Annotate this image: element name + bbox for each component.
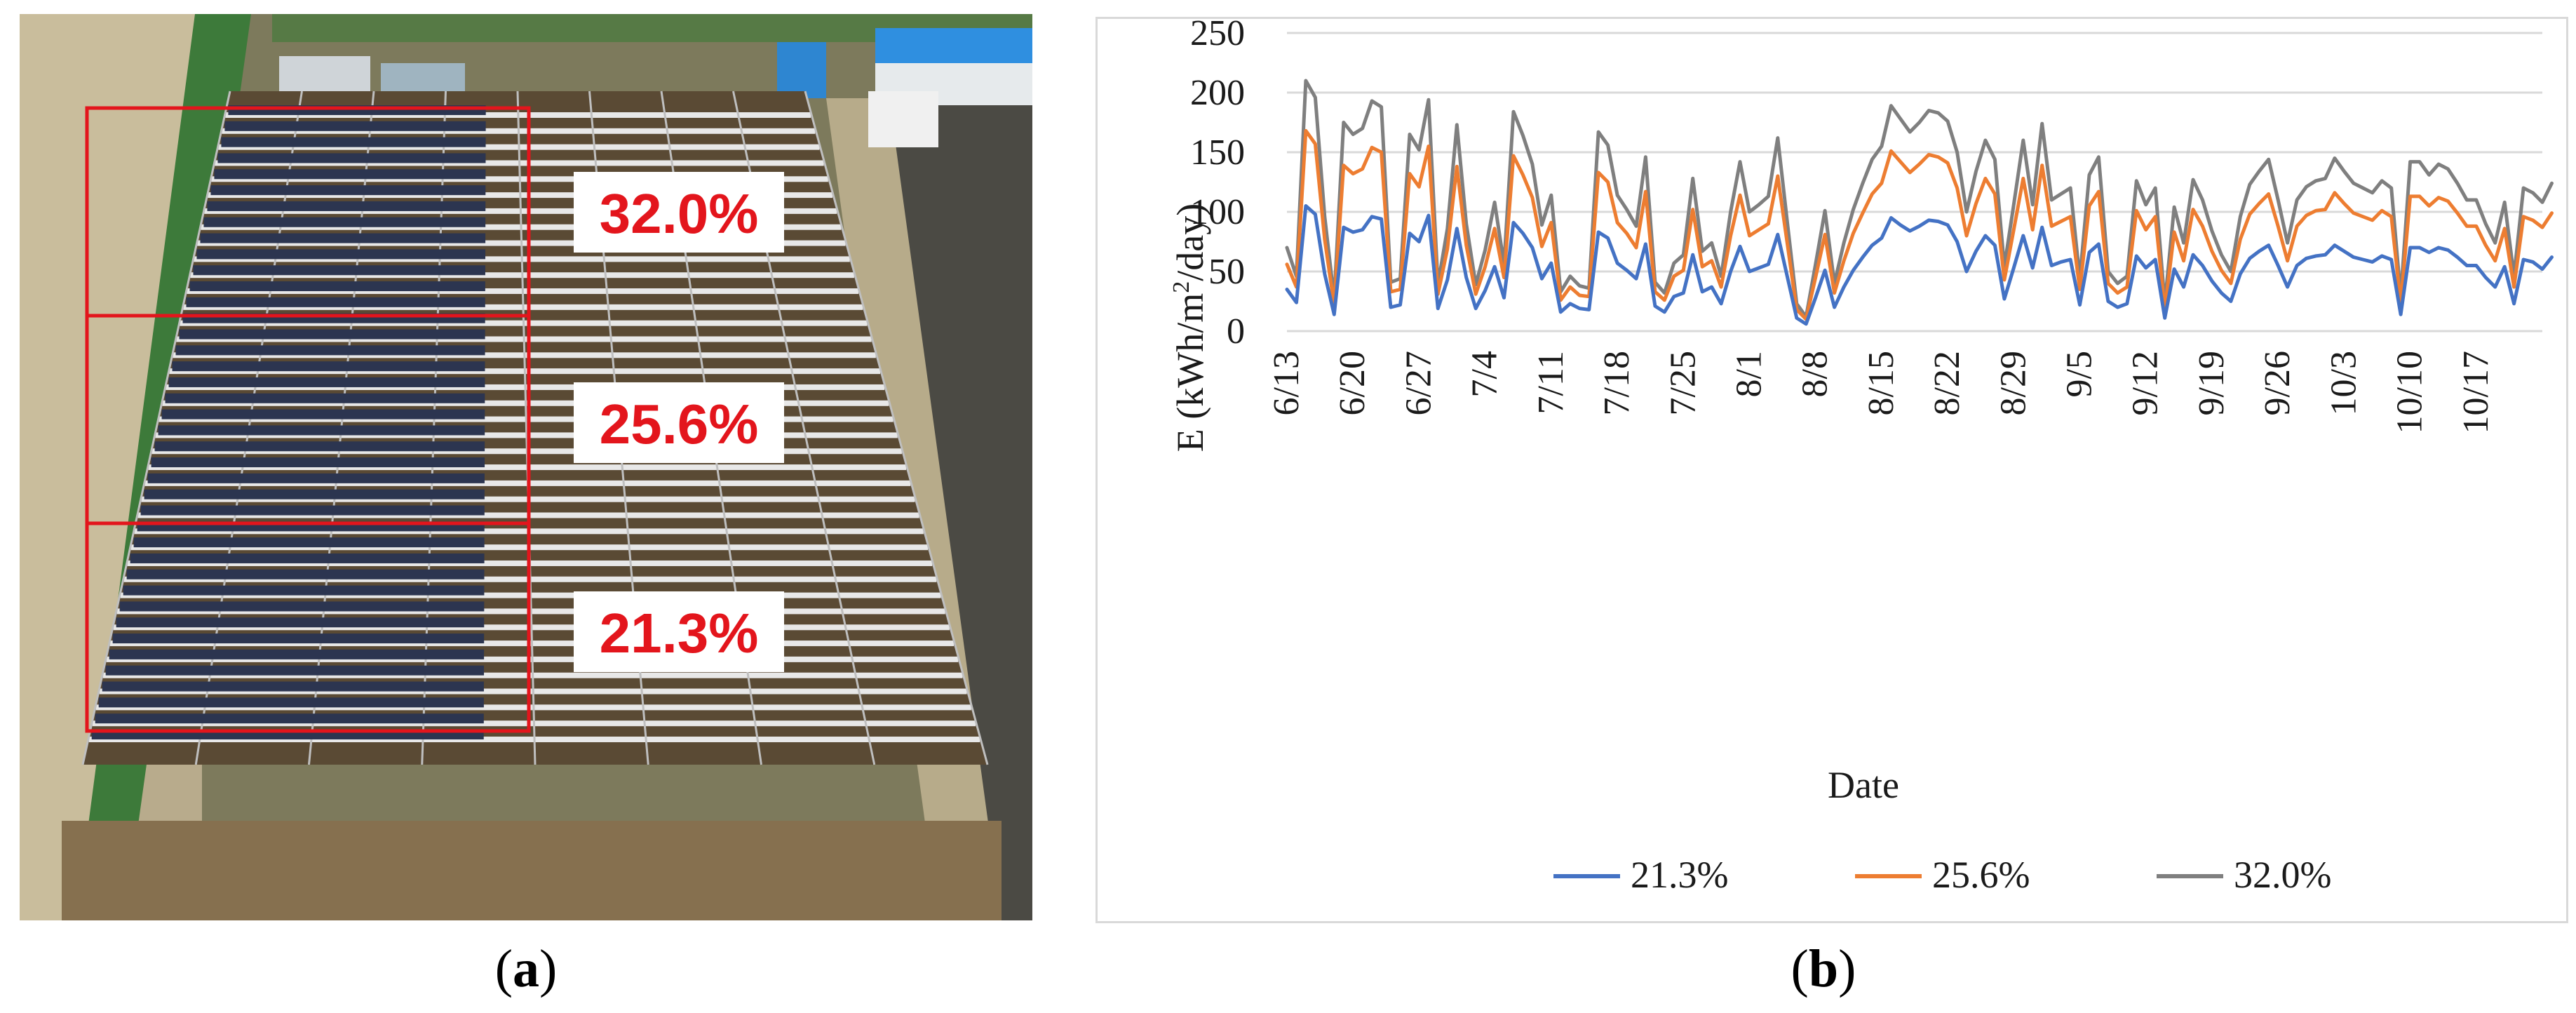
x-tick-label: 6/27 [1398,351,1438,415]
y-tick-label: 50 [1208,252,1245,292]
y-tick-label: 200 [1190,73,1245,113]
y-tick-label: 250 [1190,19,1245,53]
x-tick-label: 8/1 [1729,351,1769,397]
x-tick-label: 8/8 [1795,351,1835,397]
x-tick-label: 9/12 [2126,351,2166,415]
x-tick-label: 7/4 [1465,351,1505,397]
series-line-21-3pct [1285,204,2554,326]
grid-lines [1287,32,2542,333]
energy-chart: 0 50 100 150 200 250 6/13 6/20 6/27 7/4 7/11 7/18 7… [1095,17,2568,923]
x-tick-label: 9/19 [2192,351,2232,415]
legend-label: 21.3% [1631,854,1728,896]
y-axis-title: E (kWh/m2/day) [1168,203,1211,452]
y-axis-ticks: 0 50 100 150 200 250 [1190,19,1245,351]
x-tick-label: 10/10 [2390,351,2430,434]
label-21: 21.3% [600,602,759,664]
label-32: 32.0% [600,182,759,245]
x-tick-label: 7/18 [1597,351,1637,415]
x-tick-label: 8/29 [1993,351,2033,415]
x-tick-label: 6/20 [1333,351,1373,415]
x-tick-label: 9/5 [2060,351,2100,397]
x-tick-label: 10/17 [2456,351,2496,434]
x-tick-label: 7/25 [1663,351,1703,415]
x-tick-label: 8/15 [1861,351,1901,415]
x-tick-label: 7/11 [1531,351,1571,415]
x-tick-label: 8/22 [1927,351,1967,415]
y-tick-label: 0 [1227,311,1245,351]
label-25: 25.6% [600,393,759,455]
x-tick-label: 6/13 [1267,351,1307,415]
series-lines [1285,79,2554,326]
caption-a: (a) [494,939,558,998]
legend: 21.3% 25.6% 32.0% [1553,854,2331,896]
series-line-32-0pct [1285,79,2554,319]
x-tick-label: 10/3 [2324,351,2363,415]
y-tick-label: 150 [1190,133,1245,173]
caption-b: (b) [1791,939,1856,998]
x-axis-title: Date [1828,764,1899,806]
aerial-photo: 32.0% 25.6% 21.3% [20,14,1032,920]
series-line-25-6pct [1285,128,2554,321]
legend-label: 25.6% [1932,854,2030,896]
legend-label: 32.0% [2234,854,2331,896]
x-tick-label: 9/26 [2258,351,2298,415]
x-axis-ticks: 6/13 6/20 6/27 7/4 7/11 7/18 7/25 8/1 8/8 8/15 8/2… [1267,351,2496,434]
y-tick-label: 100 [1190,192,1245,232]
